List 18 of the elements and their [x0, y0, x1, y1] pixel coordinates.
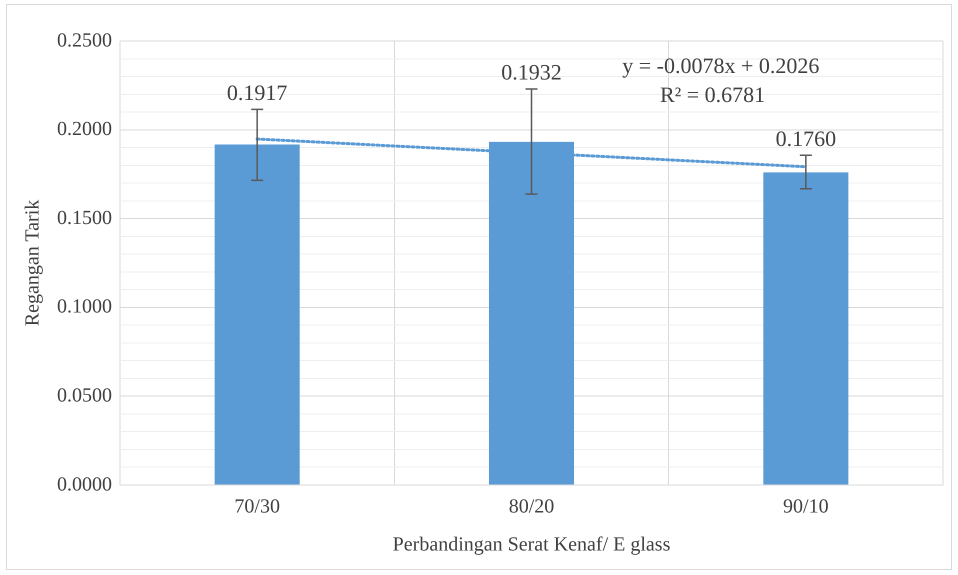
data-label: 0.1917	[226, 80, 288, 106]
x-axis-title: Perbandingan Serat Kenaf/ E glass	[392, 533, 671, 556]
annotation: y = -0.0078x + 0.2026	[622, 52, 820, 78]
x-tick-label: 70/30	[234, 495, 280, 518]
y-tick-label: 0.0500	[57, 384, 112, 406]
y-tick-label: 0.2500	[57, 29, 112, 52]
y-tick-label: 0.0000	[57, 473, 112, 496]
data-label: 0.1932	[501, 60, 562, 85]
annotation: R² = 0.6781	[660, 82, 766, 107]
bar	[763, 172, 848, 484]
data-label: 0.1760	[776, 126, 836, 151]
y-tick-label: 0.1000	[57, 296, 112, 318]
y-axis-title: Regangan Tarik	[21, 200, 44, 326]
x-tick-label: 80/20	[508, 495, 554, 518]
x-tick-label: 90/10	[783, 495, 829, 518]
bar	[214, 144, 300, 484]
y-tick-label: 0.1500	[57, 206, 112, 229]
y-tick-label: 0.2000	[57, 118, 112, 140]
